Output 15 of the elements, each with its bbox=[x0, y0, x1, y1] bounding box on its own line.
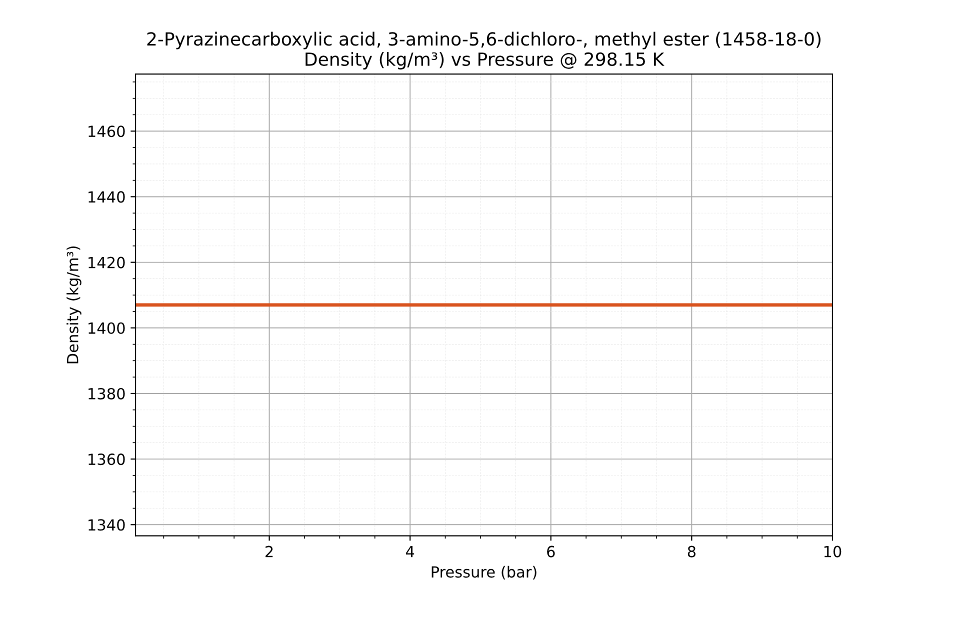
x-tick-label: 4 bbox=[406, 546, 414, 558]
y-axis-title: Density (kg/m³) bbox=[66, 246, 82, 364]
y-tick-label: 1380 bbox=[88, 388, 125, 400]
chart-title: 2-Pyrazinecarboxylic acid, 3-amino-5,6-dichloro-, methyl ester (1458-18-0) Density (kg/m³) vs Pressure @ 298.15 K bbox=[147, 32, 820, 70]
x-tick-label: 2 bbox=[266, 546, 273, 558]
x-axis-title: Pressure (bar) bbox=[432, 566, 536, 580]
y-tick-label: 1340 bbox=[88, 519, 125, 531]
y-tick-label: 1460 bbox=[88, 126, 125, 138]
y-tick-label: 1420 bbox=[88, 256, 125, 268]
x-tick-label: 10 bbox=[824, 546, 842, 558]
y-tick-label: 1360 bbox=[88, 454, 125, 466]
x-tick-label: 6 bbox=[547, 546, 555, 558]
y-tick-label: 1440 bbox=[88, 191, 125, 203]
x-tick-label: 8 bbox=[688, 546, 696, 558]
y-tick-label: 1400 bbox=[88, 322, 125, 334]
